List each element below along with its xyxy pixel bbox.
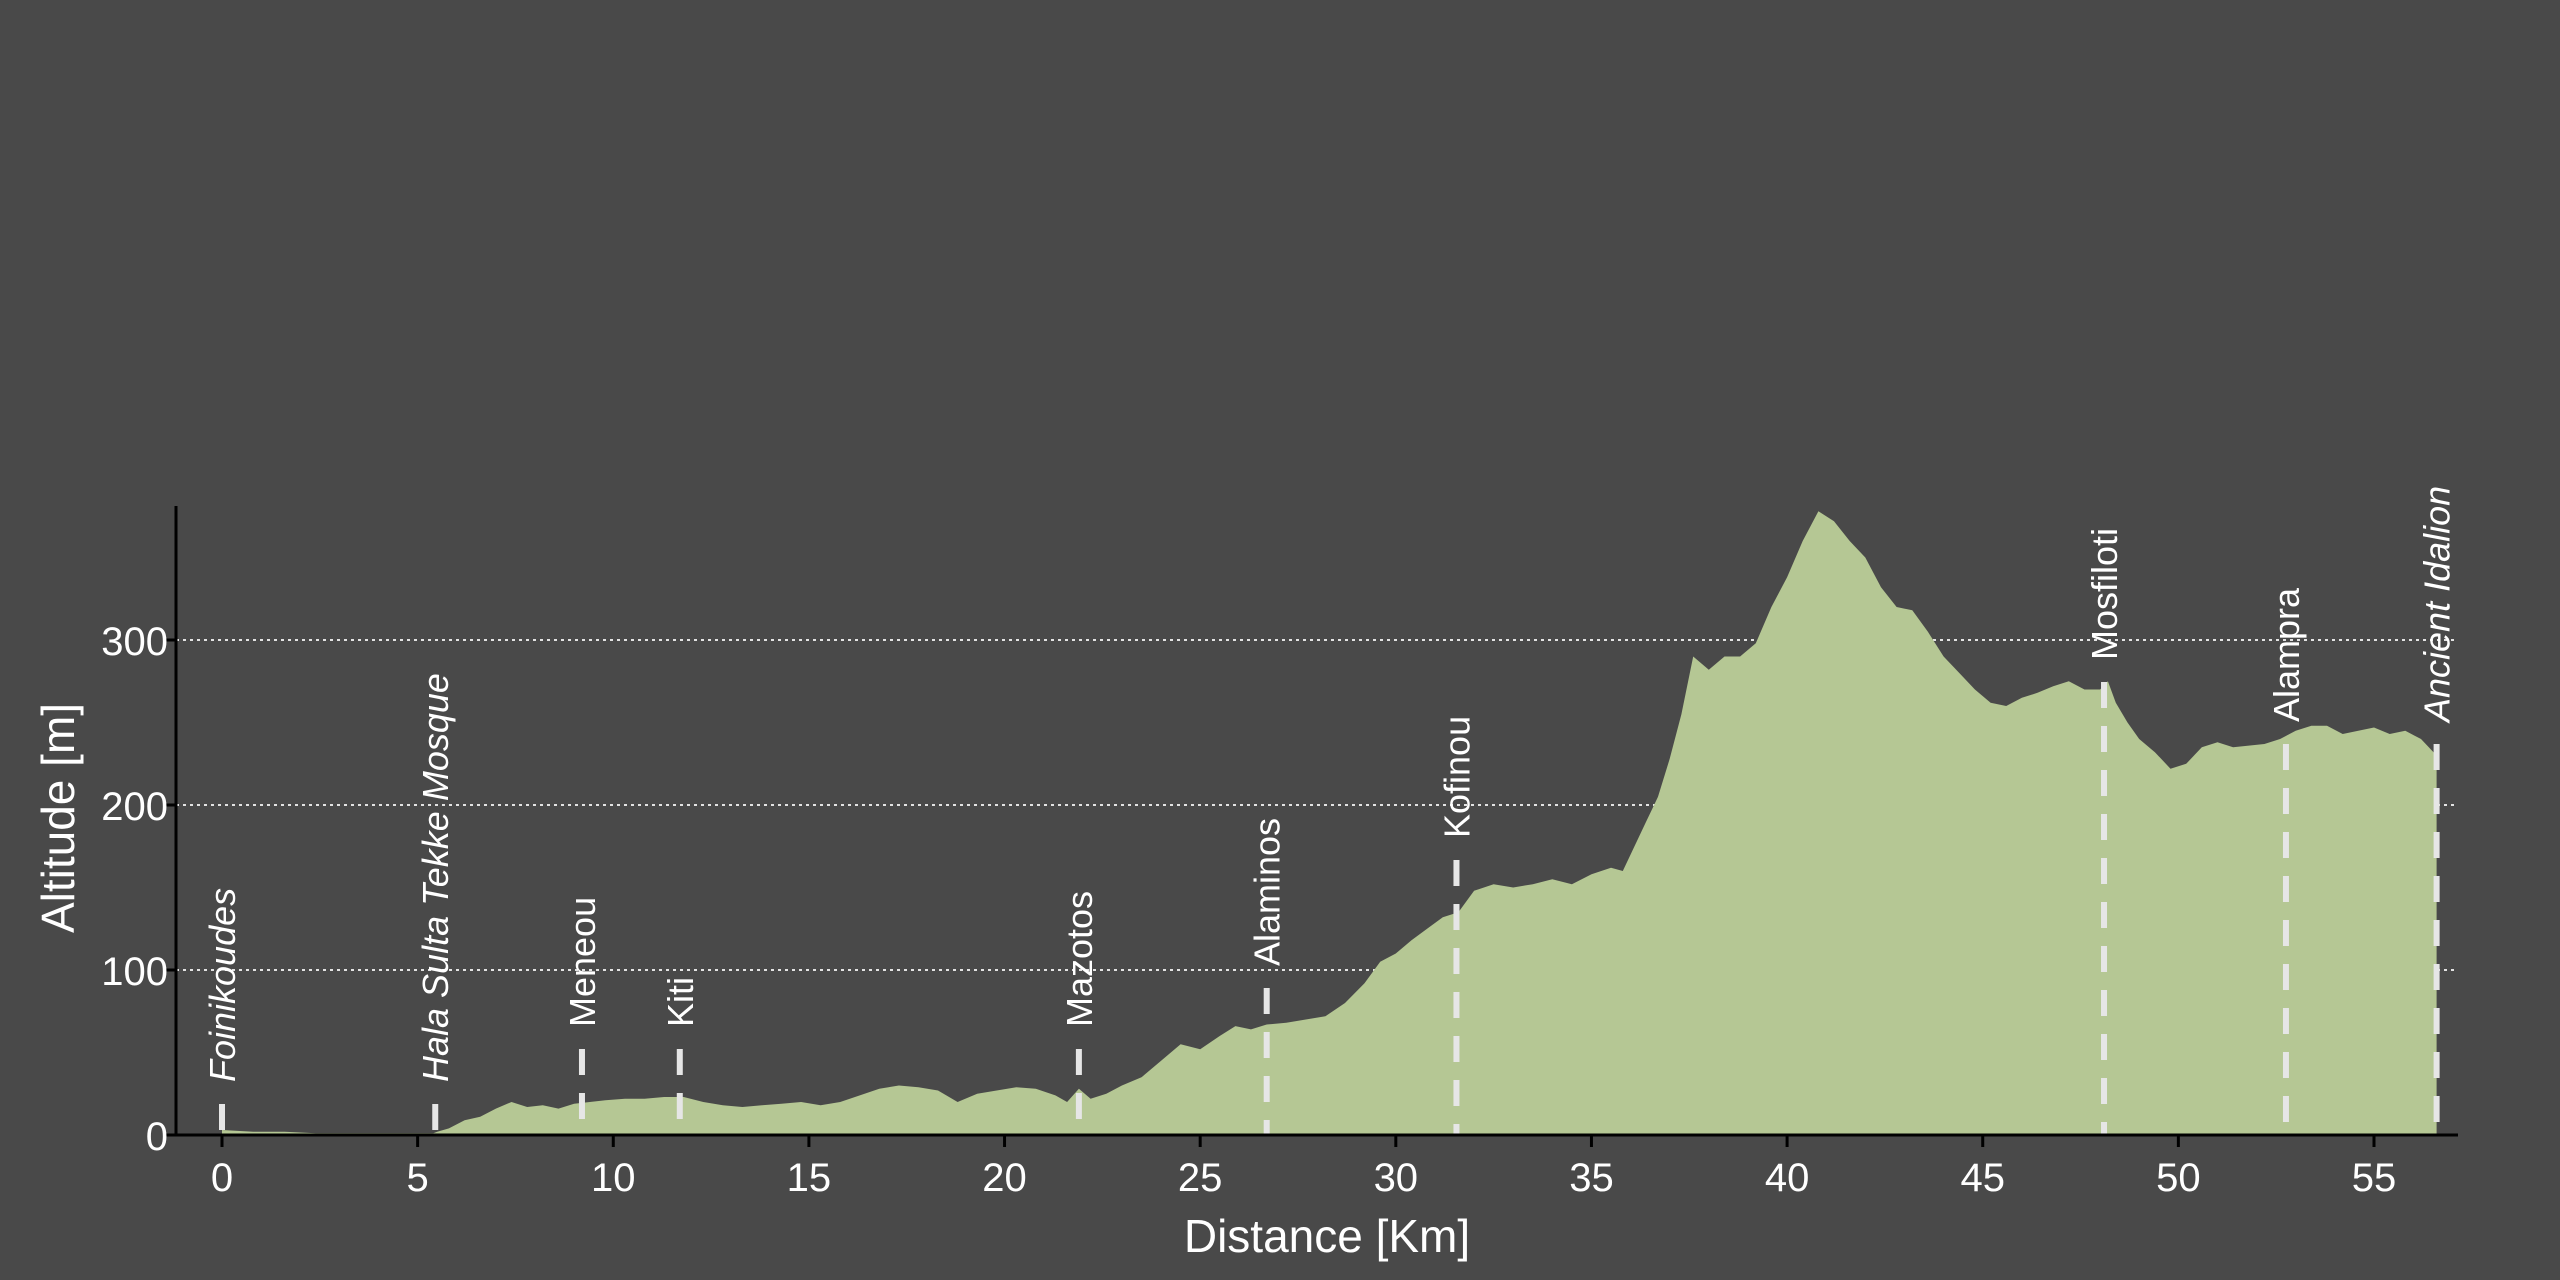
- marker-label: Kofinou: [1436, 716, 1477, 838]
- marker-label: Mazotos: [1059, 891, 1100, 1027]
- marker-alampra: Alampra: [2266, 587, 2307, 1135]
- x-tick-label: 35: [1569, 1156, 1614, 1200]
- altitude-area: [222, 511, 2437, 1135]
- marker-alaminos: Alaminos: [1247, 818, 1288, 1135]
- marker-label: Alaminos: [1247, 818, 1288, 966]
- x-tick-label: 25: [1178, 1156, 1223, 1200]
- x-tick-label: 20: [982, 1156, 1027, 1200]
- y-tick-label: 200: [101, 785, 168, 829]
- x-axis-title: Distance [Km]: [1184, 1210, 1470, 1262]
- marker-kofinou: Kofinou: [1436, 716, 1477, 1135]
- grid-lines: [176, 639, 2458, 971]
- x-tick-label: 55: [2352, 1156, 2397, 1200]
- marker-label: Mosfiloti: [2084, 528, 2125, 660]
- waypoint-markers: Foinikoudes Hala Sulta Tekke Mosque Meneou…: [202, 486, 2458, 1135]
- altitude-area-fill: [222, 511, 2437, 1135]
- marker-label: Kiti: [660, 977, 701, 1027]
- x-tick-label: 0: [211, 1156, 233, 1200]
- marker-foinikoudes: Foinikoudes: [202, 888, 243, 1135]
- marker-label: Alampra: [2266, 587, 2307, 722]
- marker-label: Foinikoudes: [202, 888, 243, 1082]
- marker-kiti: Kiti: [660, 977, 701, 1135]
- marker-label: Hala Sulta Tekke Mosque: [415, 673, 456, 1082]
- marker-label: Meneou: [562, 897, 603, 1027]
- y-tick-label: 0: [146, 1115, 168, 1159]
- x-tick-label: 5: [407, 1156, 429, 1200]
- y-tick-label: 300: [101, 620, 168, 664]
- y-tick-label: 100: [101, 950, 168, 994]
- x-tick-label: 50: [2156, 1156, 2201, 1200]
- x-tick-label: 45: [1960, 1156, 2005, 1200]
- marker-mazotos: Mazotos: [1059, 891, 1100, 1135]
- marker-label: Ancient Idalion: [2417, 486, 2458, 724]
- marker-mosfiloti: Mosfiloti: [2084, 528, 2125, 1135]
- marker-meneou: Meneou: [562, 897, 603, 1135]
- y-axis-title: Altitude [m]: [32, 703, 84, 933]
- marker-ancient-idalion: Ancient Idalion: [2417, 486, 2458, 1135]
- x-tick-label: 15: [787, 1156, 832, 1200]
- marker-hala-sulta-tekke-mosque: Hala Sulta Tekke Mosque: [415, 673, 456, 1135]
- x-tick-label: 40: [1765, 1156, 1810, 1200]
- x-tick-label: 30: [1374, 1156, 1419, 1200]
- x-tick-label: 10: [591, 1156, 636, 1200]
- axes: 0 5 10 15 20 25 30 35 40 45 50 55 0 100 200 300: [101, 506, 2458, 1200]
